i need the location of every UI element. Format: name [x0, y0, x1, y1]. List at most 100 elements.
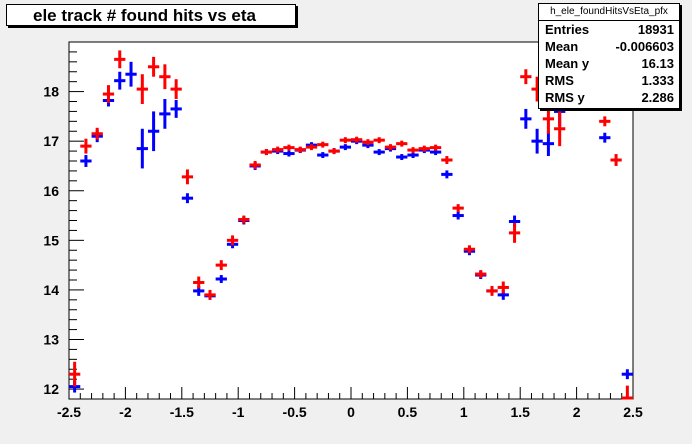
data-point: [373, 149, 385, 156]
data-point: [384, 144, 397, 151]
data-point: [249, 161, 261, 169]
y-tick-label: 18: [43, 84, 59, 100]
data-point: [204, 289, 216, 300]
data-point: [520, 69, 532, 85]
data-point: [508, 222, 521, 243]
data-point: [147, 56, 160, 77]
data-point: [80, 155, 92, 167]
data-point: [159, 99, 171, 129]
data-marks: [69, 50, 633, 400]
data-point: [542, 131, 555, 157]
data-point: [362, 139, 374, 146]
axis-ticks: -2.5 -2 -1.5 -1 -0.5 0 0.5 1 1.5 2 2.5 12 13 14 15 16 17…: [43, 51, 643, 420]
y-tick-label: 14: [43, 282, 59, 298]
data-point: [91, 127, 103, 140]
data-point: [283, 144, 295, 151]
x-tick-label: -2.5: [57, 404, 81, 420]
stats-row-rms-y: RMS y 2.286: [539, 89, 679, 106]
data-point: [215, 275, 227, 283]
data-point: [125, 61, 137, 87]
data-point: [294, 146, 306, 153]
data-point: [305, 144, 318, 151]
data-point: [339, 137, 351, 144]
stats-row-mean: Mean -0.006603: [539, 38, 679, 55]
data-point: [599, 132, 611, 143]
x-tick-label: 1: [460, 404, 468, 420]
stats-value: 2.286: [641, 90, 674, 105]
stats-histogram-name: h_ele_foundHitsVsEta_pfx: [539, 4, 679, 21]
data-point: [351, 136, 363, 143]
data-point: [497, 281, 509, 294]
data-point: [181, 193, 194, 204]
data-point: [441, 156, 453, 164]
data-point: [339, 144, 351, 151]
stats-label: RMS: [545, 73, 574, 88]
stats-row-mean-y: Mean y 16.13: [539, 55, 679, 72]
x-tick-label: 1.5: [510, 404, 530, 420]
data-point: [147, 111, 160, 152]
data-point: [328, 148, 340, 155]
stats-value: 1.333: [641, 73, 674, 88]
data-point: [418, 145, 430, 152]
data-point: [317, 152, 329, 159]
data-point: [407, 147, 419, 154]
data-point: [69, 361, 81, 387]
stats-label: RMS y: [545, 90, 585, 105]
x-tick-label: -0.5: [283, 404, 307, 420]
data-point: [554, 111, 566, 147]
data-point: [260, 149, 273, 156]
stats-row-entries: Entries 18931: [539, 21, 679, 38]
y-tick-label: 12: [43, 381, 59, 397]
stats-value: 18931: [637, 22, 674, 37]
x-tick-label: 2: [573, 404, 581, 420]
stats-value: 16.13: [641, 56, 674, 71]
data-point: [475, 270, 487, 279]
data-point: [396, 154, 408, 161]
data-point: [238, 215, 250, 224]
data-point: [193, 276, 205, 289]
stats-label: Entries: [545, 22, 590, 37]
stats-row-rms: RMS 1.333: [539, 72, 679, 89]
data-point: [621, 369, 633, 380]
data-point: [599, 116, 611, 127]
stats-value: -0.006603: [615, 39, 674, 54]
stats-box: h_ele_foundHitsVsEta_pfx Entries 18931 Me…: [538, 3, 680, 109]
data-point: [170, 79, 182, 100]
data-point: [531, 128, 543, 154]
data-point: [80, 138, 92, 154]
data-point: [429, 144, 442, 151]
data-point: [102, 85, 115, 103]
data-point: [114, 71, 126, 90]
data-point: [317, 141, 329, 148]
x-tick-label: -2: [119, 404, 132, 420]
data-point: [136, 74, 148, 104]
y-tick-label: 16: [43, 183, 59, 199]
data-point: [272, 146, 284, 153]
data-point: [463, 245, 476, 254]
x-tick-label: 0.5: [398, 404, 418, 420]
data-point: [373, 137, 385, 144]
chart-title: ele track # found hits vs eta: [6, 4, 296, 26]
y-tick-label: 15: [43, 232, 59, 248]
data-point: [486, 285, 498, 296]
y-tick-label: 17: [43, 133, 59, 149]
data-point: [181, 169, 194, 185]
x-tick-label: -1: [232, 404, 245, 420]
x-tick-label: -1.5: [170, 404, 194, 420]
data-point: [114, 50, 126, 69]
data-point: [452, 204, 464, 213]
data-point: [226, 235, 239, 246]
data-point: [215, 260, 227, 271]
data-point: [610, 154, 622, 166]
series-red: [69, 50, 633, 400]
data-point: [396, 140, 408, 147]
data-point: [520, 108, 532, 129]
data-point: [136, 128, 148, 169]
data-point: [283, 150, 295, 157]
y-tick-label: 13: [43, 332, 59, 348]
data-point: [170, 100, 182, 118]
stats-label: Mean: [545, 39, 579, 54]
data-point: [452, 211, 464, 220]
data-point: [441, 170, 453, 179]
data-point: [621, 385, 633, 400]
